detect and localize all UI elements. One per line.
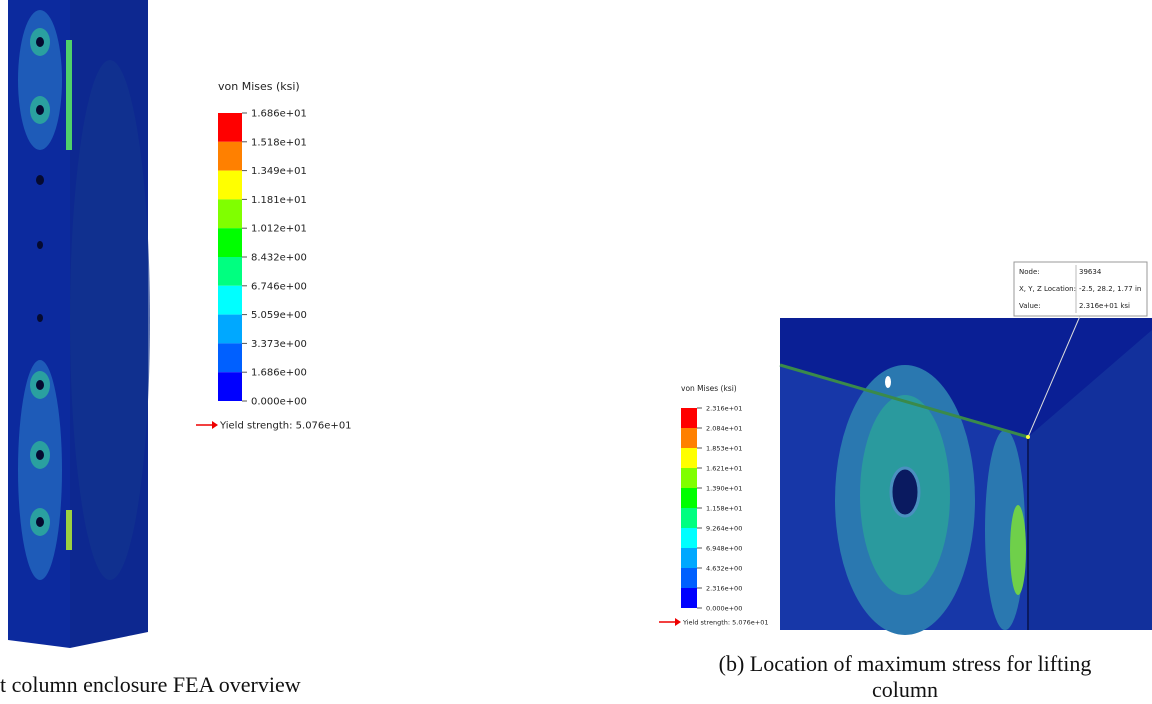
yield-text: Yield strength: 5.076e+01 bbox=[682, 618, 769, 626]
legend-label: 2.316e+00 bbox=[706, 584, 742, 592]
legend-label: 9.264e+00 bbox=[706, 524, 742, 532]
legend-swatch bbox=[218, 286, 242, 315]
legend-title: von Mises (ksi) bbox=[218, 80, 300, 93]
legend-label: 6.746e+00 bbox=[251, 281, 307, 292]
legend-swatch bbox=[681, 568, 697, 588]
legend-label: 1.181e+01 bbox=[251, 195, 307, 206]
legend: von Mises (ksi) 1.686e+01 1.518e+01 1.349e+… bbox=[196, 80, 352, 432]
legend-swatch bbox=[681, 488, 697, 508]
legend-swatch bbox=[681, 408, 697, 428]
legend-label: 1.853e+01 bbox=[706, 444, 742, 452]
probe-value: 39634 bbox=[1079, 268, 1102, 276]
legend-label: 3.373e+00 bbox=[251, 339, 307, 350]
legend-swatch bbox=[218, 228, 242, 257]
legend-label: 2.316e+01 bbox=[706, 404, 742, 412]
legend-swatch bbox=[218, 315, 242, 344]
legend-swatch bbox=[218, 199, 242, 228]
legend-label: 1.621e+01 bbox=[706, 464, 742, 472]
probe-key: Value: bbox=[1019, 302, 1041, 310]
legend-title: von Mises (ksi) bbox=[681, 384, 737, 393]
fea-column bbox=[8, 0, 150, 648]
legend-swatch bbox=[218, 171, 242, 200]
legend-label: 1.390e+01 bbox=[706, 484, 742, 492]
legend-swatch bbox=[218, 257, 242, 286]
caption: t column enclosure FEA overview bbox=[0, 672, 301, 697]
legend-label: 1.686e+00 bbox=[251, 368, 307, 379]
yield-arrowhead bbox=[212, 421, 218, 429]
fea-detail bbox=[780, 316, 1152, 635]
legend-swatch bbox=[681, 548, 697, 568]
legend-swatch bbox=[218, 142, 242, 171]
legend-swatch bbox=[681, 428, 697, 448]
legend-label: 1.686e+01 bbox=[251, 109, 307, 120]
legend-label: 1.518e+01 bbox=[251, 137, 307, 148]
legend-label: 2.084e+01 bbox=[706, 424, 742, 432]
probe-value: 2.316e+01 ksi bbox=[1079, 302, 1130, 310]
legend-swatch bbox=[218, 113, 242, 142]
page: von Mises (ksi) 1.686e+01 1.518e+01 1.349e+… bbox=[0, 0, 1152, 704]
legend-label: 1.012e+01 bbox=[251, 224, 307, 235]
yield-arrowhead bbox=[675, 618, 681, 626]
probe-value: -2.5, 28.2, 1.77 in bbox=[1079, 285, 1141, 293]
figure: von Mises (ksi) 1.686e+01 1.518e+01 1.349e+… bbox=[0, 0, 1152, 704]
legend-label: 0.000e+00 bbox=[251, 397, 307, 408]
probe-key: Node: bbox=[1019, 268, 1040, 276]
caption: column bbox=[872, 677, 938, 702]
legend-swatch bbox=[218, 343, 242, 372]
legend-label: 6.948e+00 bbox=[706, 544, 742, 552]
yield-text: Yield strength: 5.076e+01 bbox=[219, 421, 352, 432]
legend-swatch bbox=[681, 588, 697, 608]
legend-label: 1.349e+01 bbox=[251, 166, 307, 177]
legend: von Mises (ksi) 2.316e+01 2.084e+01 1.853e+… bbox=[659, 384, 769, 626]
caption: (b) Location of maximum stress for lifti… bbox=[719, 651, 1092, 676]
probe-key: X, Y, Z Location: bbox=[1019, 285, 1076, 293]
legend-swatch bbox=[681, 508, 697, 528]
legend-label: 5.059e+00 bbox=[251, 310, 307, 321]
legend-swatch bbox=[218, 372, 242, 401]
legend-swatch bbox=[681, 448, 697, 468]
legend-label: 0.000e+00 bbox=[706, 604, 742, 612]
legend-swatch bbox=[681, 468, 697, 488]
legend-label: 1.158e+01 bbox=[706, 504, 742, 512]
legend-swatch bbox=[681, 528, 697, 548]
legend-label: 4.632e+00 bbox=[706, 564, 742, 572]
legend-label: 8.432e+00 bbox=[251, 253, 307, 264]
